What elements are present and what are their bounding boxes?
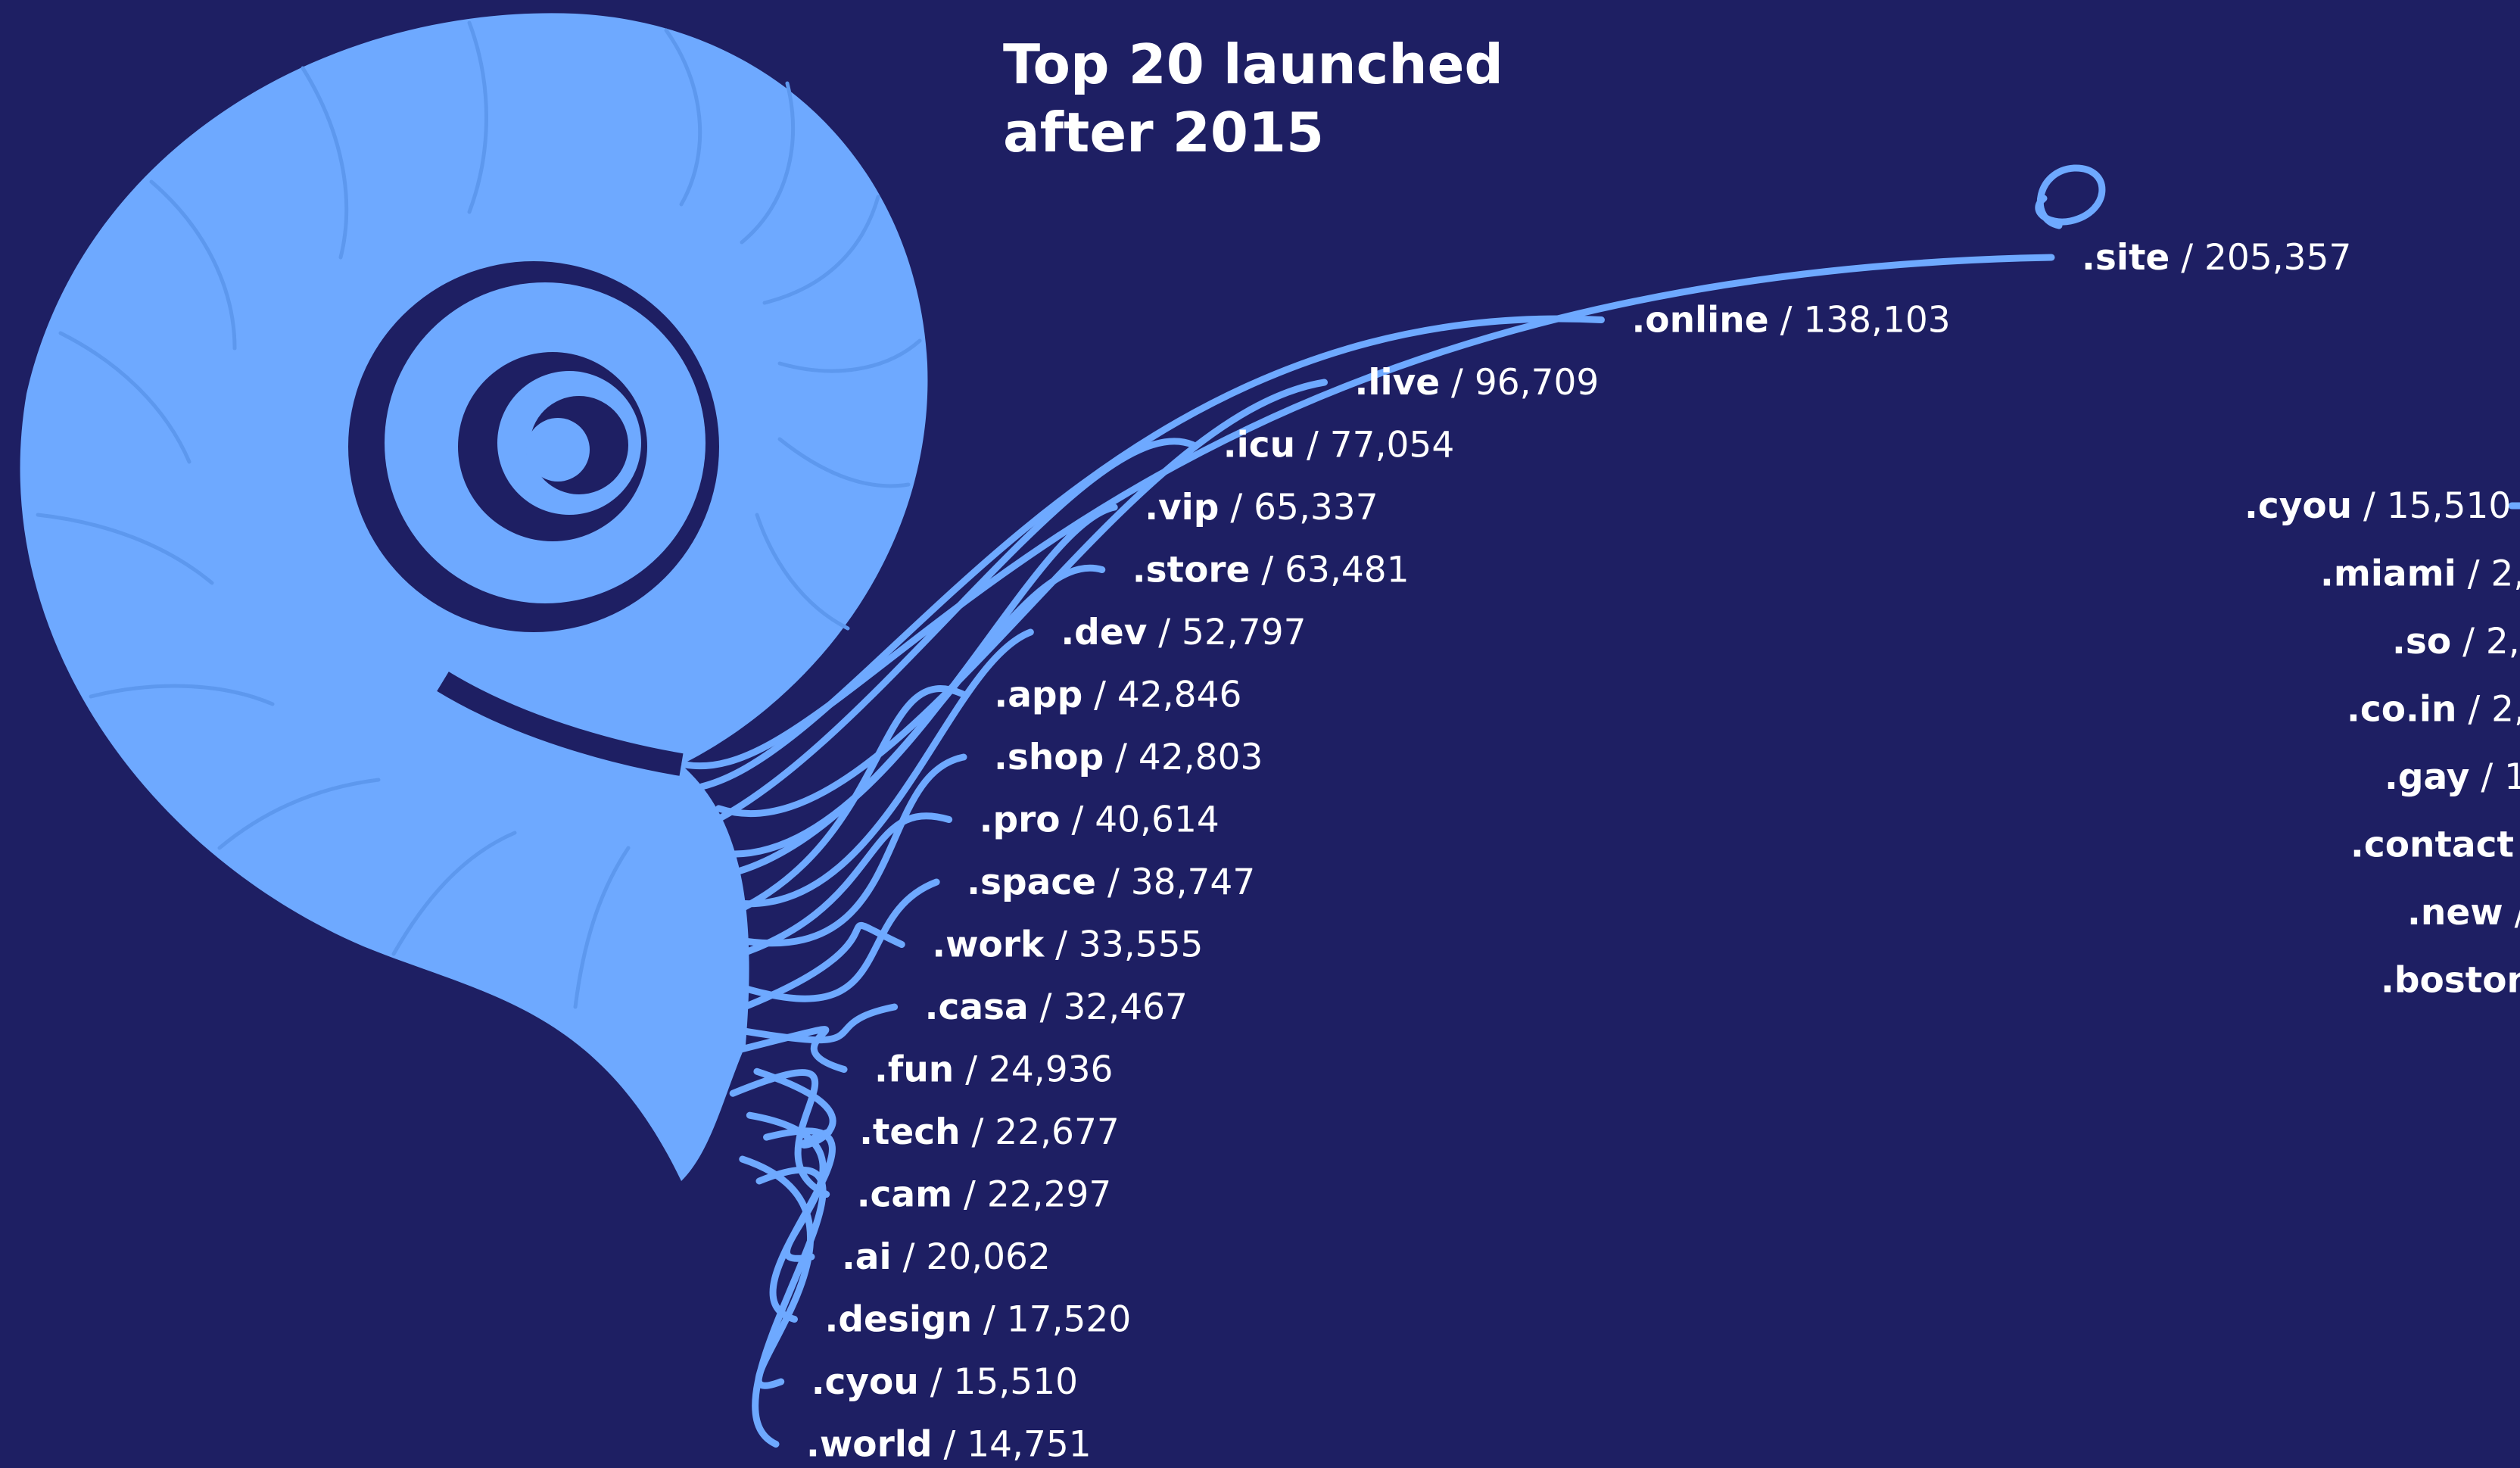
tentacle-live xyxy=(715,379,1329,818)
tentacle-label: .world / 14,751 xyxy=(806,1424,1092,1466)
tentacle-work xyxy=(743,921,905,1009)
tentacle-label: .dev / 52,797 xyxy=(1061,612,1306,653)
tentacle-label: .cyou / 15,510 xyxy=(811,1361,1078,1403)
tentacle-label: .space / 38,747 xyxy=(967,862,1255,903)
tentacle-icu xyxy=(691,438,1197,834)
chart-title-line-1: Top 20 launched xyxy=(1003,33,1503,96)
tentacle-label: .cam / 22,297 xyxy=(857,1174,1112,1216)
side-label: .contact / xyxy=(2350,824,2520,866)
side-label: .miami / 2,4 xyxy=(2320,553,2520,595)
side-label: .cyou / 15,510 xyxy=(2244,485,2511,527)
tentacle-shop xyxy=(734,753,967,947)
shell-whorl-center-fill xyxy=(526,418,590,482)
tentacle-label: .casa / 32,467 xyxy=(925,986,1188,1028)
tentacle-label: .store / 63,481 xyxy=(1132,550,1410,591)
chart-title-line-2: after 2015 xyxy=(1003,101,1324,164)
tentacle-label: .vip / 65,337 xyxy=(1145,487,1378,528)
nautilus-shell-icon xyxy=(20,13,928,1182)
tentacle-store xyxy=(724,564,1106,878)
tentacle-label: .tech / 22,677 xyxy=(859,1111,1120,1153)
side-label: .new / xyxy=(2407,892,2520,933)
side-label: .gay / 1, xyxy=(2384,756,2520,798)
tentacle-label: .site / 205,357 xyxy=(2082,237,2351,279)
shell-spiral-tail xyxy=(437,672,684,776)
side-label: .so / 2,3 xyxy=(2392,621,2520,662)
tentacle-label: .pro / 40,614 xyxy=(980,799,1220,841)
tentacle-label: .app / 42,846 xyxy=(994,675,1241,716)
tentacle-lines xyxy=(681,254,2520,1448)
tentacle-label: .live / 96,709 xyxy=(1355,362,1600,404)
tentacle-world xyxy=(752,1166,827,1448)
tentacle-online xyxy=(698,315,1605,790)
tentacle-label: .fun / 24,936 xyxy=(874,1049,1113,1091)
tentacle-label: .design / 17,520 xyxy=(824,1299,1131,1341)
tentacle-pro xyxy=(710,812,953,966)
tentacle-labels: .site / 205,357 .online / 138,103 .live / … xyxy=(806,237,2520,1466)
tentacle-label: .ai / 20,062 xyxy=(842,1236,1051,1278)
tentacle-space xyxy=(727,878,940,1002)
tentacle-label: .work / 33,555 xyxy=(932,924,1203,966)
shell-ridges xyxy=(36,20,922,1009)
tentacle-fun xyxy=(737,1026,848,1073)
tentacle-label: .online / 138,103 xyxy=(1631,300,1950,341)
tentacle-label: .shop / 42,803 xyxy=(994,737,1263,778)
site-loop xyxy=(2035,164,2106,229)
tentacle-label: .icu / 77,054 xyxy=(1223,425,1454,466)
side-label: .co.in / 2, xyxy=(2347,689,2520,731)
tentacle-dev xyxy=(700,628,1034,907)
side-label: .boston / xyxy=(2381,960,2520,1002)
tentacle-design xyxy=(763,1127,836,1323)
tentacle-site xyxy=(681,254,2055,770)
tentacle-app xyxy=(717,685,967,922)
